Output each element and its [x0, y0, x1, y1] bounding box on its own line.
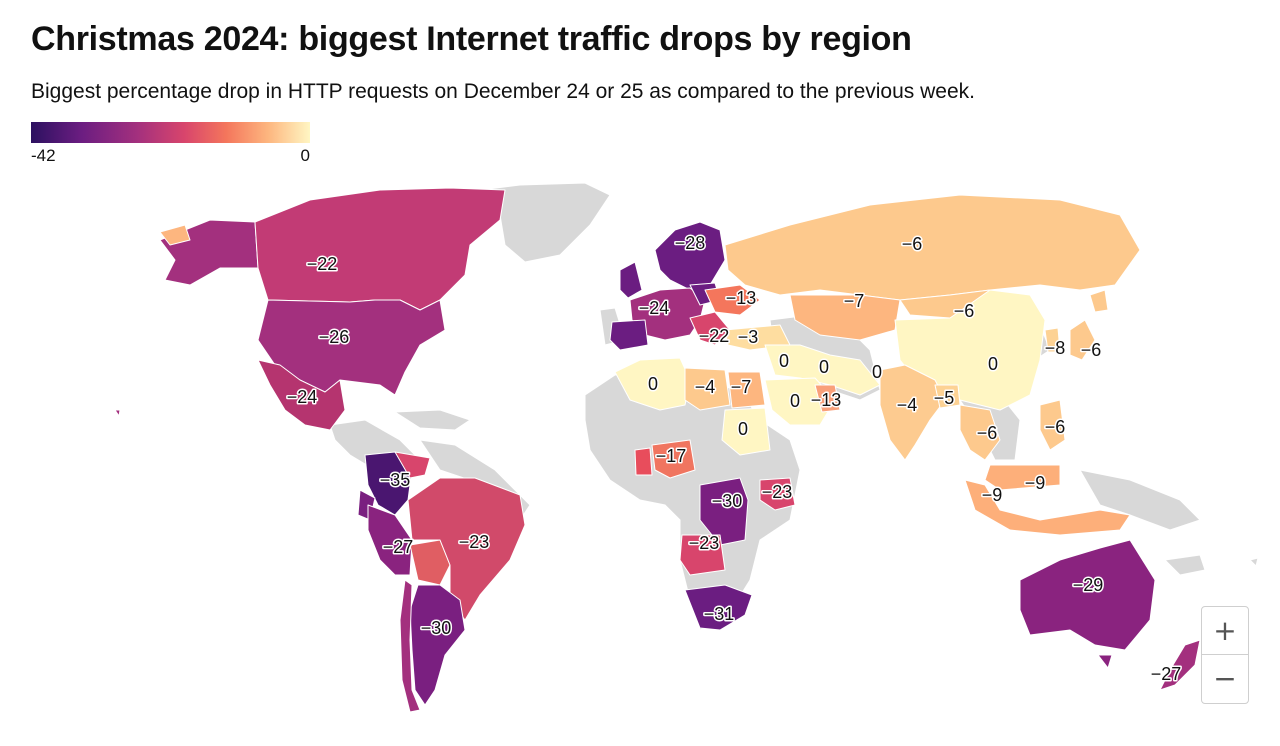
region-drc [699, 477, 749, 546]
region-nigeria [651, 439, 696, 479]
region-middle-east [764, 344, 881, 396]
label-western-europe: −24 [639, 298, 670, 318]
region-greenland-west [159, 224, 191, 246]
region-india [879, 364, 946, 461]
label-egypt: −7 [731, 377, 752, 397]
label-malaysia: −9 [1025, 473, 1046, 493]
region-indonesia [964, 479, 1131, 536]
label-iraq: 0 [779, 351, 789, 371]
region-angola [679, 534, 726, 576]
map-subtitle: Biggest percentage drop in HTTP requests… [31, 80, 975, 103]
legend-gradient-bar [31, 122, 310, 143]
zoom-in-button[interactable]: + [1213, 614, 1237, 647]
region-gulf [814, 384, 841, 413]
color-legend: -42 0 [31, 122, 310, 165]
label-libya: −4 [695, 377, 716, 397]
label-nordics: −28 [675, 233, 706, 253]
region-south-africa [684, 584, 753, 631]
label-ukraine: −13 [726, 288, 757, 308]
label-new-zealand: −27 [1151, 664, 1182, 684]
label-japan: −6 [1081, 340, 1102, 360]
region-japan-north [1089, 289, 1109, 313]
region-japan [1069, 319, 1096, 361]
region-labels: −22 −26 −24 −35 −27 −23 −30 −28 −24 −13 … [285, 232, 1183, 686]
label-korea: −8 [1045, 338, 1066, 358]
region-libya [684, 367, 731, 411]
region-tasmania [1097, 654, 1113, 669]
label-australia: −29 [1073, 575, 1104, 595]
label-colombia: −35 [380, 470, 411, 490]
label-china: 0 [988, 354, 998, 374]
region-russia [724, 194, 1141, 301]
region-egypt [727, 371, 766, 409]
zoom-control: + − [1201, 606, 1249, 704]
region-chile [399, 579, 421, 713]
label-drc: −30 [712, 491, 743, 511]
label-argentina: −30 [421, 618, 452, 638]
region-australia [1019, 539, 1156, 651]
region-brazil [407, 477, 526, 621]
label-mongolia: −6 [954, 301, 975, 321]
label-nigeria: −17 [656, 446, 687, 466]
label-thailand: −6 [977, 423, 998, 443]
region-korea [1044, 327, 1061, 353]
legend-max-label: 0 [300, 146, 310, 165]
label-russia: −6 [902, 234, 923, 254]
label-usa: −26 [319, 327, 350, 347]
region-southeast-asia [959, 404, 1001, 461]
zoom-divider [1202, 654, 1248, 655]
label-india: −4 [897, 395, 918, 415]
label-bangladesh: −5 [934, 388, 955, 408]
label-turkey: −3 [738, 327, 759, 347]
legend-min-label: -42 [31, 146, 56, 165]
label-kenya: −23 [762, 482, 793, 502]
region-malaysia [984, 464, 1061, 491]
label-balkans: −22 [699, 326, 730, 346]
label-gulf: −13 [811, 390, 842, 410]
label-kazakhstan: −7 [844, 291, 865, 311]
region-hawaii [114, 409, 121, 417]
region-kazakhstan [789, 294, 901, 341]
region-balkans [689, 311, 731, 346]
region-uk [619, 261, 643, 299]
label-philippines: −6 [1045, 417, 1066, 437]
region-ukraine [704, 284, 761, 316]
label-peru: −27 [383, 537, 414, 557]
region-venezuela [394, 451, 431, 479]
region-philippines [1039, 399, 1066, 451]
region-west-africa [634, 447, 653, 476]
label-indonesia: −9 [982, 485, 1003, 505]
label-iran: 0 [819, 357, 829, 377]
label-mexico: −24 [287, 387, 318, 407]
label-pakistan: 0 [872, 362, 882, 382]
choropleth-regions [114, 187, 1201, 713]
zoom-out-button[interactable]: − [1213, 662, 1237, 695]
region-nordics [654, 221, 726, 291]
label-angola: −23 [689, 533, 720, 553]
region-iberia [609, 319, 649, 351]
region-mexico [257, 359, 346, 431]
region-bolivia [409, 539, 451, 586]
region-argentina [409, 584, 466, 706]
label-algeria: 0 [648, 374, 658, 394]
region-kenya [759, 477, 796, 511]
region-canada [254, 187, 506, 311]
label-south-africa: −31 [704, 604, 735, 624]
label-sudan: 0 [738, 419, 748, 439]
map-title: Christmas 2024: biggest Internet traffic… [31, 20, 912, 58]
label-saudi: 0 [790, 391, 800, 411]
label-canada: −22 [307, 254, 338, 274]
region-new-zealand [1159, 639, 1201, 691]
region-peru [367, 504, 413, 576]
region-sudan [721, 407, 771, 456]
label-brazil: −23 [459, 532, 490, 552]
